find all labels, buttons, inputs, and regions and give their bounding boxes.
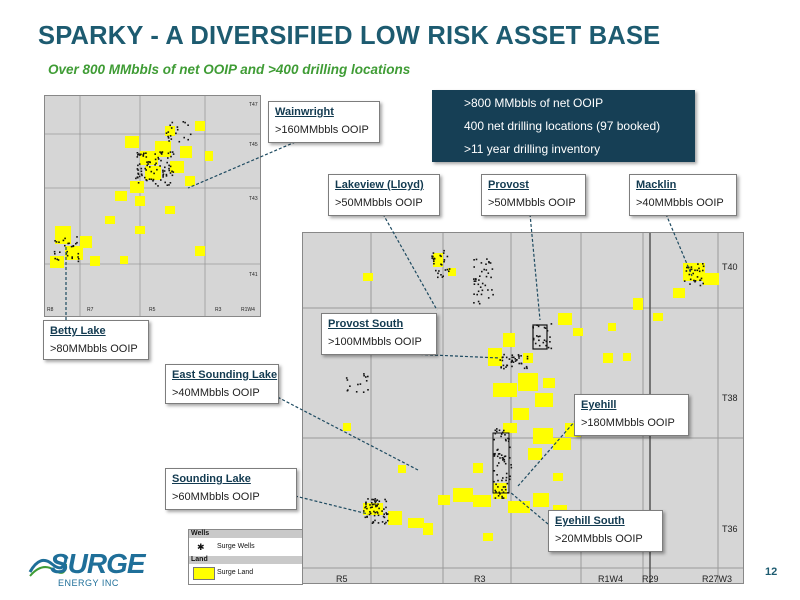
township-label: T40 bbox=[722, 262, 738, 272]
range-label: R29 bbox=[642, 574, 659, 584]
township-label: T36 bbox=[722, 524, 738, 534]
callout-name: Sounding Lake bbox=[172, 473, 251, 485]
callout-value: >180MMbbls OOIP bbox=[581, 417, 675, 429]
callout-value: >160MMbbls OOIP bbox=[275, 124, 369, 136]
callout-east-sounding-lake[interactable]: East Sounding Lake >40MMbbls OOIP bbox=[165, 364, 279, 404]
logo-subtext: ENERGY INC bbox=[58, 578, 119, 588]
callout-name: Eyehill South bbox=[555, 515, 625, 527]
inset-township-label: T45 bbox=[249, 142, 258, 148]
range-label: R5 bbox=[336, 574, 348, 584]
inset-map[interactable]: R8 R7 R5 R3 R1W4 T47 T45 T43 T41 bbox=[44, 95, 261, 317]
well-icon: ✱ bbox=[197, 542, 205, 552]
inset-range-label: R1W4 bbox=[241, 307, 255, 313]
callout-betty-lake[interactable]: Betty Lake >80MMbbls OOIP bbox=[43, 320, 149, 360]
surge-energy-logo: SURGE ENERGY INC bbox=[28, 548, 168, 592]
callout-name: Eyehill bbox=[581, 399, 617, 411]
legend-land-label: Surge Land bbox=[217, 569, 254, 576]
inset-range-label: R3 bbox=[215, 307, 222, 313]
callout-value: >40MMbbls OOIP bbox=[172, 387, 260, 399]
callout-value: >80MMbbls OOIP bbox=[50, 343, 138, 355]
land-swatch bbox=[193, 567, 215, 580]
page-subtitle: Over 800 MMbbls of net OOIP and >400 dri… bbox=[48, 62, 411, 77]
callout-value: >20MMbbls OOIP bbox=[555, 533, 643, 545]
callout-name: East Sounding Lake bbox=[172, 369, 278, 381]
callout-eyehill[interactable]: Eyehill >180MMbbls OOIP bbox=[574, 394, 689, 436]
callout-macklin[interactable]: Macklin >40MMbbls OOIP bbox=[629, 174, 737, 216]
logo-wordmark: SURGE bbox=[50, 548, 146, 579]
callout-name: Provost South bbox=[328, 318, 404, 330]
inset-range-label: R5 bbox=[149, 307, 156, 313]
callout-name: Lakeview (Lloyd) bbox=[335, 179, 424, 191]
callout-value: >50MMbbls OOIP bbox=[488, 197, 576, 209]
map-legend: Wells ✱ Surge Wells Land Surge Land bbox=[188, 529, 303, 585]
callout-eyehill-south[interactable]: Eyehill South >20MMbbls OOIP bbox=[548, 510, 663, 552]
township-label: T38 bbox=[722, 393, 738, 403]
stat-locations: 400 net drilling locations (97 booked) bbox=[464, 119, 661, 133]
stat-ooip: >800 MMbbls of net OOIP bbox=[464, 96, 604, 110]
range-label: R1W4 bbox=[598, 574, 624, 584]
inset-range-label: R8 bbox=[47, 307, 54, 313]
callout-provost[interactable]: Provost >50MMbbls OOIP bbox=[481, 174, 586, 216]
callout-provost-south[interactable]: Provost South >100MMbbls OOIP bbox=[321, 313, 437, 355]
callout-sounding-lake[interactable]: Sounding Lake >60MMbbls OOIP bbox=[165, 468, 297, 510]
legend-wells-header: Wells bbox=[189, 530, 302, 538]
callout-name: Macklin bbox=[636, 179, 677, 191]
inset-township-label: T41 bbox=[249, 272, 258, 278]
wave-icon bbox=[28, 557, 68, 577]
callout-lakeview[interactable]: Lakeview (Lloyd) >50MMbbls OOIP bbox=[328, 174, 440, 216]
inset-township-label: T47 bbox=[249, 102, 258, 108]
callout-value: >60MMbbls OOIP bbox=[172, 491, 260, 503]
stat-inventory: >11 year drilling inventory bbox=[464, 142, 601, 156]
range-label: R27W3 bbox=[702, 574, 733, 584]
callout-name: Betty Lake bbox=[50, 325, 106, 337]
callout-name: Provost bbox=[488, 179, 529, 191]
callout-name: Wainwright bbox=[275, 106, 334, 118]
inset-range-label: R7 bbox=[87, 307, 94, 313]
key-stats-box: >800 MMbbls of net OOIP 400 net drilling… bbox=[432, 90, 695, 162]
callout-wainwright[interactable]: Wainwright >160MMbbls OOIP bbox=[268, 101, 380, 143]
callout-value: >50MMbbls OOIP bbox=[335, 197, 423, 209]
legend-land-header: Land bbox=[189, 556, 302, 564]
legend-wells-label: Surge Wells bbox=[217, 543, 255, 550]
range-label: R3 bbox=[474, 574, 486, 584]
page-number: 12 bbox=[765, 566, 778, 578]
callout-value: >100MMbbls OOIP bbox=[328, 336, 422, 348]
callout-value: >40MMbbls OOIP bbox=[636, 197, 724, 209]
inset-township-label: T43 bbox=[249, 196, 258, 202]
page-title: SPARKY - A DIVERSIFIED LOW RISK ASSET BA… bbox=[38, 22, 661, 50]
